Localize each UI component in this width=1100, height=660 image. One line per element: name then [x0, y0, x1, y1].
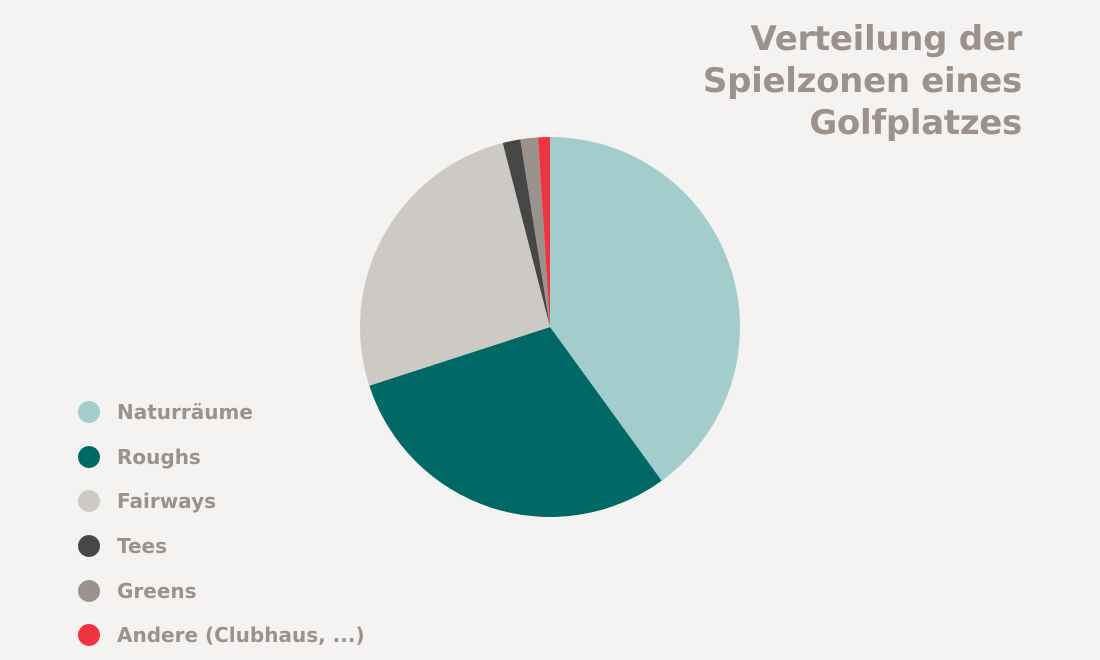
legend-label: Naturräume [117, 400, 253, 425]
legend-swatch [78, 401, 100, 424]
legend-label: Andere (Clubhaus, ...) [117, 623, 365, 648]
legend-label: Fairways [117, 489, 217, 514]
chart-title: Verteilung der Spielzonen eines Golfplat… [602, 18, 1022, 144]
legend-swatch [78, 490, 100, 513]
pie-slice-4 [520, 137, 550, 327]
chart-title-line: Spielzonen eines [702, 61, 1022, 101]
pie-slice-2 [360, 142, 550, 386]
legend-label: Greens [117, 578, 197, 603]
pie-slice-1 [369, 327, 662, 517]
legend-item: Roughs [78, 435, 365, 480]
legend-item: Andere (Clubhaus, ...) [78, 613, 365, 658]
legend-swatch [78, 445, 100, 468]
legend: Naturräume Roughs Fairways Tees Greens A… [78, 390, 365, 658]
chart-title-line: Golfplatzes [809, 103, 1022, 143]
legend-label: Tees [117, 534, 168, 559]
pie-slice-5 [538, 136, 550, 327]
legend-swatch [78, 535, 100, 558]
pie-slices [360, 136, 740, 517]
legend-item: Fairways [78, 479, 365, 524]
legend-item: Tees [78, 524, 365, 569]
legend-swatch [78, 579, 100, 602]
legend-swatch [78, 624, 100, 647]
legend-item: Greens [78, 568, 365, 613]
chart-title-line: Verteilung der [750, 19, 1023, 59]
pie-slice-0 [550, 137, 740, 481]
legend-label: Roughs [117, 444, 201, 469]
pie-slice-3 [502, 139, 550, 327]
legend-item: Naturräume [78, 390, 365, 435]
